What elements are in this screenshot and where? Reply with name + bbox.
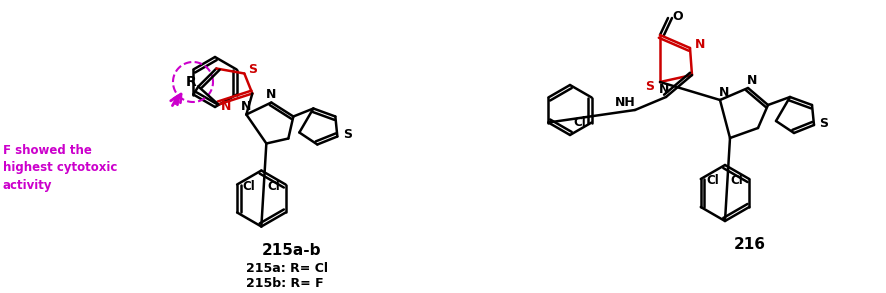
Text: Cl: Cl [243, 180, 255, 193]
Text: R: R [185, 75, 196, 89]
Text: N: N [718, 86, 728, 98]
Text: N: N [694, 38, 704, 50]
Text: S: S [819, 117, 828, 130]
Text: 215b: R= F: 215b: R= F [246, 277, 323, 290]
Text: S: S [645, 79, 654, 93]
Text: 215a: R= Cl: 215a: R= Cl [246, 262, 328, 275]
Text: N: N [658, 83, 668, 96]
Text: N: N [221, 100, 231, 113]
Text: S: S [247, 63, 257, 76]
Text: N: N [266, 88, 276, 101]
Text: O: O [672, 9, 682, 23]
Text: F showed the
highest cytotoxic
activity: F showed the highest cytotoxic activity [3, 144, 117, 192]
Text: 215a-b: 215a-b [261, 243, 321, 258]
Text: Cl: Cl [705, 175, 719, 188]
Text: N: N [746, 74, 757, 86]
Text: Cl: Cl [572, 116, 586, 129]
Text: S: S [343, 128, 352, 141]
Text: Cl: Cl [730, 175, 742, 188]
Text: N: N [241, 100, 252, 113]
Text: Cl: Cl [267, 180, 280, 193]
Text: NH: NH [614, 96, 634, 108]
Text: 216: 216 [734, 238, 766, 253]
